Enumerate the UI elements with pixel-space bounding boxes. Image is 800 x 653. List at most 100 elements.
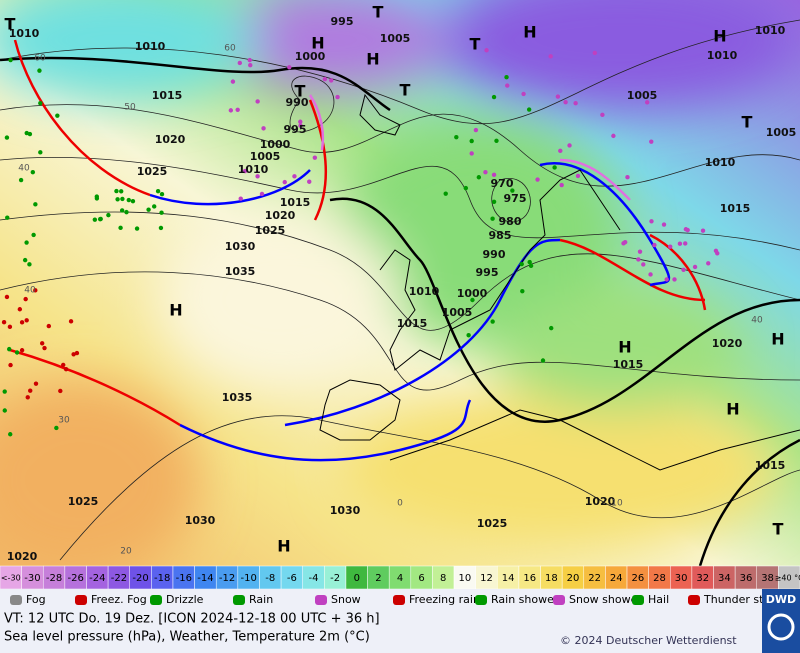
weather-symbol — [563, 99, 568, 105]
isobar-label: 1010 — [238, 163, 269, 176]
weather-symbol — [159, 191, 165, 197]
weather-symbol — [119, 189, 124, 194]
weather-symbol — [238, 196, 243, 201]
weather-symbol — [287, 65, 292, 70]
scale-label: -22 — [111, 573, 127, 584]
weather-symbol — [494, 138, 499, 144]
pressure-center: T — [400, 81, 411, 100]
weather-symbol — [247, 57, 252, 63]
isobar-label: 1020 — [265, 209, 296, 222]
scale-label: -26 — [68, 573, 84, 584]
isobar-label: 1015 — [397, 317, 428, 330]
weather-symbol — [120, 196, 125, 202]
valid-time: VT: 12 UTC Do. 19 Dez. [ICON 2024-12-18 … — [4, 612, 380, 627]
legend-label: Fog — [26, 593, 46, 606]
weather-symbol — [2, 389, 7, 394]
weather-symbol — [685, 227, 690, 233]
weather-symbol — [664, 277, 669, 282]
scale-label: 24 — [610, 573, 623, 584]
isobar-label: 1035 — [222, 391, 253, 404]
weather-symbol — [528, 263, 534, 269]
weather-symbol — [672, 277, 677, 282]
pressure-center: H — [771, 330, 784, 349]
main-isobars — [0, 56, 800, 567]
weather-symbol — [298, 123, 303, 128]
weather-symbol — [4, 294, 10, 300]
weather-symbol — [19, 320, 25, 325]
weather-symbol — [644, 100, 650, 105]
scale-label: 30 — [675, 573, 688, 584]
weather-symbol — [31, 232, 36, 238]
legend-icon — [688, 595, 700, 605]
weather-symbol — [18, 177, 24, 183]
pressure-center: H — [169, 301, 182, 320]
legend-label: Snow shower — [569, 593, 642, 606]
weather-symbol — [484, 48, 489, 53]
isobar-label: 1015 — [152, 89, 183, 102]
weather-symbol — [636, 257, 641, 262]
isobar-label: 1010 — [409, 285, 440, 298]
scale-label: -4 — [309, 573, 319, 584]
pressure-center: H — [311, 34, 324, 53]
weather-symbol — [235, 107, 240, 112]
weather-symbol — [106, 212, 111, 218]
isobar-label: 1015 — [280, 196, 311, 209]
weather-symbol — [700, 228, 706, 233]
scale-label: -14 — [197, 573, 213, 584]
weather-symbol — [504, 75, 509, 80]
weather-symbol — [259, 191, 265, 197]
isobar-label: 1005 — [442, 306, 473, 319]
legend-label: Freezing rain — [409, 593, 480, 606]
scale-label: -18 — [154, 573, 170, 584]
isobar-label: 1010 — [9, 27, 40, 40]
weather-symbol — [469, 138, 474, 144]
weather-symbol — [526, 107, 532, 112]
isobar-label: 1030 — [330, 504, 361, 517]
weather-symbol — [298, 119, 303, 124]
scale-label: -12 — [219, 573, 235, 584]
logo-text: DWD — [766, 593, 796, 606]
coastlines — [319, 93, 800, 471]
weather-symbol — [470, 297, 475, 303]
weather-symbol — [527, 259, 532, 265]
legend-icon — [10, 595, 22, 605]
isobar-label: 1005 — [250, 150, 281, 163]
grid-label: 60 — [34, 54, 46, 64]
weather-symbol — [5, 215, 10, 220]
weather-symbol — [681, 267, 686, 272]
fronts — [9, 39, 707, 462]
weather-symbol — [23, 296, 28, 302]
weather-symbol — [28, 388, 33, 393]
isobar-label: 990 — [483, 248, 506, 261]
isobar-label: 985 — [489, 229, 512, 242]
weather-symbol — [17, 307, 23, 312]
isobar-label: 1020 — [155, 133, 186, 146]
legend-label: Drizzle — [166, 593, 204, 606]
scale-label: 8 — [440, 573, 446, 584]
legend-icon — [75, 595, 87, 605]
weather-symbol — [38, 100, 43, 106]
pressure-center: H — [366, 50, 379, 69]
weather-symbol — [94, 196, 100, 201]
weather-symbol — [335, 94, 340, 100]
legend-icon — [553, 595, 565, 605]
isobar-label: 1025 — [255, 224, 286, 237]
weather-symbol — [510, 188, 515, 193]
weather-symbol — [706, 261, 711, 266]
weather-symbol — [641, 262, 646, 267]
isobar-label: 1000 — [295, 50, 326, 63]
weather-symbol — [520, 288, 525, 294]
isobar-label: 1025 — [68, 495, 99, 508]
weather-symbol — [63, 366, 69, 372]
isobar-label: 1020 — [712, 337, 743, 350]
grid-label: 10 — [611, 499, 623, 509]
weather-symbol — [33, 202, 38, 207]
weather-symbol — [483, 169, 488, 175]
grid-label: 60 — [224, 44, 236, 54]
weather-symbol — [558, 148, 563, 154]
weather-symbol — [573, 101, 578, 106]
weather-symbol — [454, 134, 459, 140]
scale-label: 20 — [567, 573, 580, 584]
legend-icon — [150, 595, 162, 605]
isobar-label: 1005 — [766, 126, 797, 139]
